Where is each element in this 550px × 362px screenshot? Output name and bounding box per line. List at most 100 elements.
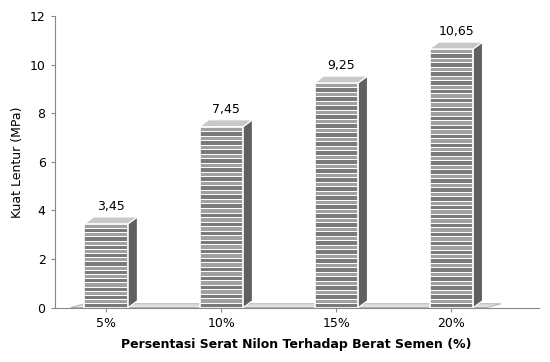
Bar <box>430 290 474 294</box>
Bar <box>200 208 243 212</box>
Bar <box>85 282 128 287</box>
Bar <box>315 110 358 114</box>
Bar <box>85 274 128 278</box>
Bar <box>200 290 243 294</box>
Bar <box>315 200 358 204</box>
Bar <box>315 294 358 299</box>
Polygon shape <box>128 217 138 308</box>
Bar <box>85 270 128 274</box>
Bar <box>430 125 474 129</box>
Bar <box>315 137 358 141</box>
Bar <box>200 176 243 181</box>
Bar <box>315 222 358 227</box>
Bar <box>315 155 358 159</box>
Bar <box>430 205 474 210</box>
Bar <box>430 214 474 218</box>
Bar <box>430 174 474 178</box>
Bar <box>200 231 243 235</box>
Bar <box>200 222 243 226</box>
Bar <box>85 261 128 266</box>
Bar <box>430 53 474 58</box>
Bar <box>315 195 358 200</box>
Bar <box>430 294 474 299</box>
Bar <box>315 285 358 290</box>
Bar <box>200 190 243 194</box>
Bar <box>200 267 243 272</box>
Bar <box>315 276 358 281</box>
Bar <box>315 141 358 146</box>
Bar <box>430 147 474 151</box>
Bar <box>315 231 358 236</box>
Polygon shape <box>315 76 367 83</box>
Bar <box>85 224 128 228</box>
Bar <box>85 303 128 308</box>
Bar <box>85 295 128 299</box>
Bar <box>85 253 128 257</box>
Bar <box>430 249 474 254</box>
Bar <box>315 262 358 267</box>
Bar <box>430 80 474 85</box>
Bar <box>200 203 243 208</box>
Bar <box>200 249 243 253</box>
Bar <box>315 258 358 262</box>
Bar <box>315 290 358 294</box>
Bar <box>315 186 358 191</box>
Bar <box>430 245 474 249</box>
Bar <box>315 83 358 308</box>
Bar <box>430 58 474 62</box>
Bar <box>430 299 474 303</box>
Bar <box>85 245 128 249</box>
Text: 9,25: 9,25 <box>327 59 355 72</box>
Bar <box>430 303 474 308</box>
Bar <box>315 101 358 105</box>
Bar <box>430 272 474 276</box>
Bar <box>430 151 474 156</box>
Bar <box>315 249 358 254</box>
Bar <box>315 240 358 245</box>
Bar <box>315 83 358 87</box>
Polygon shape <box>85 217 138 224</box>
Bar <box>200 226 243 231</box>
Polygon shape <box>71 304 501 308</box>
Bar <box>200 194 243 199</box>
Bar <box>315 92 358 96</box>
Bar <box>315 173 358 177</box>
Bar <box>315 159 358 164</box>
Bar <box>430 223 474 227</box>
Bar <box>200 163 243 167</box>
Bar <box>85 266 128 270</box>
Text: 7,45: 7,45 <box>212 103 240 116</box>
Bar <box>430 49 474 53</box>
Bar <box>200 240 243 244</box>
Bar <box>200 127 243 308</box>
Bar <box>200 181 243 185</box>
Bar <box>315 213 358 218</box>
Bar <box>430 93 474 98</box>
Bar <box>200 172 243 176</box>
Bar <box>85 249 128 253</box>
Bar <box>430 102 474 107</box>
Bar <box>200 199 243 203</box>
Bar <box>430 241 474 245</box>
Bar <box>430 263 474 268</box>
Bar <box>85 240 128 245</box>
X-axis label: Persentasi Serat Nilon Terhadap Berat Semen (%): Persentasi Serat Nilon Terhadap Berat Se… <box>122 338 472 351</box>
Bar <box>315 164 358 168</box>
Bar <box>315 218 358 222</box>
Bar <box>200 253 243 258</box>
Bar <box>200 131 243 136</box>
Bar <box>315 150 358 155</box>
Bar <box>200 299 243 303</box>
Bar <box>315 119 358 123</box>
Bar <box>85 232 128 236</box>
Bar <box>430 196 474 201</box>
Bar <box>85 287 128 291</box>
Polygon shape <box>358 76 367 308</box>
Bar <box>315 236 358 240</box>
Bar <box>315 272 358 276</box>
Bar <box>85 236 128 240</box>
Bar <box>200 136 243 140</box>
Bar <box>430 156 474 160</box>
Bar <box>430 276 474 281</box>
Bar <box>430 227 474 232</box>
